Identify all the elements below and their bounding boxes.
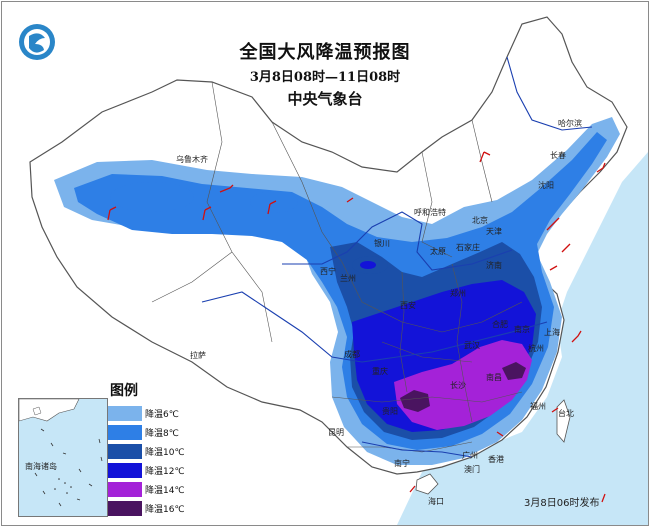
city-label: 银川: [374, 239, 390, 248]
cma-logo-icon: [17, 22, 57, 62]
city-label: 乌鲁木齐: [176, 155, 208, 164]
east-sea: [397, 2, 648, 525]
legend-swatch: [108, 443, 142, 459]
legend-label: 降温8℃: [145, 428, 179, 439]
yangtze-river: [201, 291, 548, 363]
legend-item: 降温6℃: [108, 404, 185, 422]
city-label: 长春: [550, 151, 566, 160]
yellow-river: [282, 211, 513, 271]
city-label: 北京: [472, 216, 488, 225]
zone-8-nw-core: [110, 182, 194, 212]
zone-12-lanzhou: [360, 261, 376, 269]
legend-title: 图例: [110, 383, 138, 399]
city-label: 成都: [344, 350, 360, 359]
city-label: 台北: [558, 409, 574, 418]
legend-swatch: [108, 424, 142, 440]
legend-item: 降温10℃: [108, 442, 185, 460]
map-issuer: 中央气象台: [287, 90, 363, 108]
legend-swatch: [108, 481, 142, 497]
city-label: 南宁: [394, 459, 410, 468]
city-label: 上海: [544, 328, 560, 337]
city-label: 石家庄: [456, 243, 480, 252]
cooling-zones: [54, 117, 620, 465]
inset-map: [18, 398, 107, 516]
rivers: [201, 56, 593, 458]
inset-label: 南海诸岛: [25, 462, 57, 471]
city-label: 贵阳: [382, 407, 398, 416]
pearl-river: [361, 441, 473, 458]
legend-swatch: [108, 500, 142, 516]
city-label: 南昌: [486, 373, 502, 382]
taiwan-island: [556, 399, 571, 443]
issued-time: 3月8日06时发布: [524, 498, 600, 509]
city-label: 广州: [462, 451, 478, 460]
city-label: 呼和浩特: [414, 208, 446, 217]
songhua-river: [506, 56, 593, 131]
city-label: 西宁: [320, 267, 336, 276]
legend-item: 降温8℃: [108, 423, 185, 441]
city-label: 杭州: [528, 344, 544, 353]
city-label: 重庆: [372, 367, 388, 376]
city-label: 济南: [486, 261, 502, 270]
city-label: 天津: [486, 227, 502, 236]
map-period: 3月8日08时—11日08时: [249, 70, 401, 85]
hainan-island: [415, 473, 439, 495]
city-label: 西安: [400, 301, 416, 310]
city-label: 海口: [428, 497, 444, 506]
zone-16-b: [502, 362, 526, 380]
city-label: 哈尔滨: [558, 119, 582, 128]
zone-16-a: [400, 390, 430, 412]
legend: 图例 降温6℃ 降温8℃ 降温10℃ 降温12℃ 降温14℃ 降温16℃: [108, 380, 185, 518]
legend-item: 降温14℃: [108, 480, 185, 498]
city-label: 长沙: [450, 381, 466, 390]
city-label: 南京: [514, 325, 530, 334]
legend-label: 降温12℃: [145, 466, 185, 477]
legend-item: 降温16℃: [108, 499, 185, 517]
city-label: 兰州: [340, 274, 356, 283]
city-label: 沈阳: [538, 181, 554, 190]
city-label: 香港: [488, 455, 504, 464]
legend-label: 降温14℃: [145, 485, 185, 496]
legend-swatch: [108, 405, 142, 421]
map-title: 全国大风降温预报图: [239, 42, 411, 63]
legend-swatch: [108, 462, 142, 478]
province-boundaries: [151, 81, 523, 453]
legend-item: 降温12℃: [108, 461, 185, 479]
zone-14: [394, 340, 532, 430]
legend-label: 降温16℃: [145, 504, 185, 515]
city-label: 澳门: [464, 465, 480, 474]
south-china-sea-inset: 南海诸岛: [18, 398, 108, 517]
wind-barbs: [107, 151, 606, 503]
city-label: 郑州: [450, 289, 466, 298]
legend-label: 降温10℃: [145, 447, 185, 458]
city-label: 昆明: [328, 428, 344, 437]
city-label: 合肥: [492, 320, 508, 329]
legend-label: 降温6℃: [145, 409, 179, 420]
city-label: 太原: [430, 247, 446, 256]
city-label: 武汉: [464, 341, 480, 350]
city-label: 福州: [530, 402, 546, 411]
city-label: 拉萨: [190, 351, 206, 360]
